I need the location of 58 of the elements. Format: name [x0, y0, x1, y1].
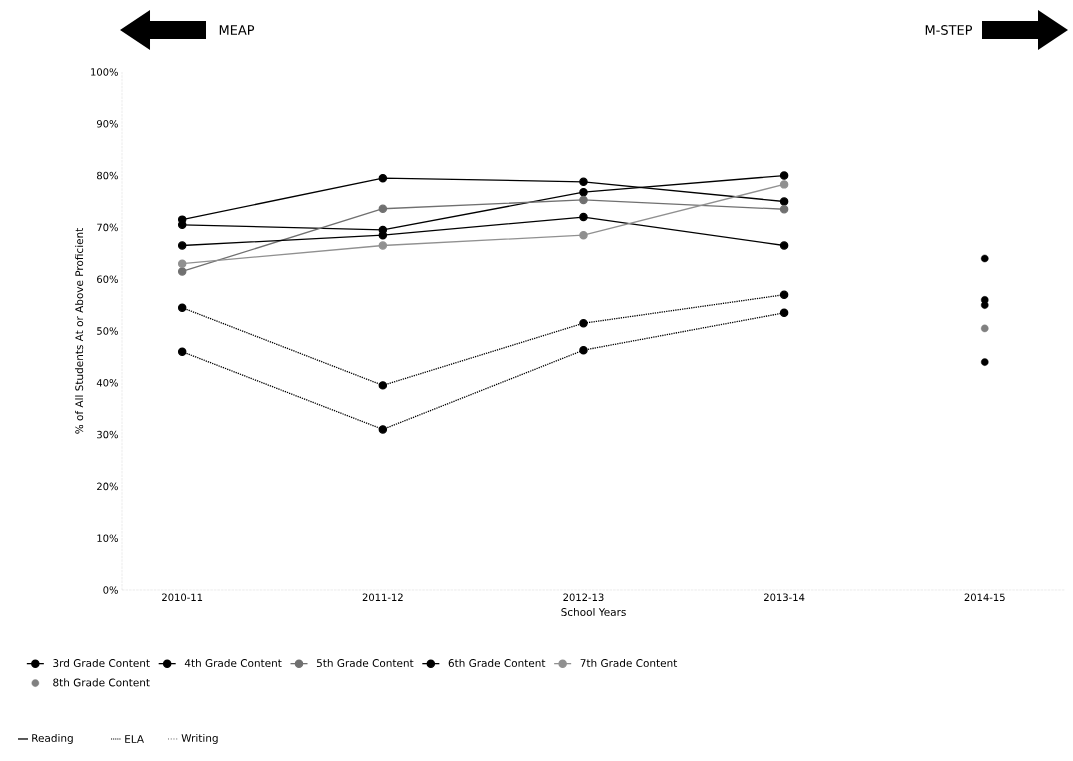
y-tick-label: 40% — [96, 379, 118, 387]
point — [779, 180, 789, 189]
point — [579, 318, 588, 328]
point — [378, 425, 388, 434]
point — [177, 267, 187, 276]
point — [177, 347, 187, 356]
y-tick-label: 30% — [97, 430, 118, 439]
point — [579, 187, 588, 197]
point — [378, 381, 388, 390]
y-tick-label: 10% — [97, 534, 118, 542]
point — [378, 241, 388, 250]
point — [579, 345, 588, 355]
point — [779, 205, 789, 214]
x-tick-label: 2011-12 — [362, 593, 403, 602]
legend-label: 4th Grade Content — [184, 658, 282, 668]
point — [177, 259, 187, 268]
point — [378, 204, 388, 213]
text: Reading — [32, 733, 73, 745]
text: ELA — [125, 735, 144, 743]
point — [579, 212, 588, 222]
point — [980, 254, 989, 263]
point — [980, 301, 989, 309]
x-tick-label: 2013-14 — [764, 593, 805, 602]
point — [779, 241, 789, 250]
x-tick-label: 2012-13 — [563, 593, 604, 602]
y-tick-label: 20% — [97, 482, 118, 491]
legend-label: 3rd Grade Content — [53, 658, 150, 668]
text: Writing — [181, 733, 218, 745]
point — [378, 173, 388, 183]
y-tick-label: 0% — [103, 586, 118, 594]
point — [177, 241, 187, 250]
point — [980, 324, 989, 333]
legend-label: 7th Grade Content — [580, 658, 678, 668]
point — [779, 290, 789, 299]
y-tick-label: 90% — [96, 120, 118, 128]
point — [579, 177, 588, 187]
point — [779, 197, 789, 206]
x-axis-title: School Years — [561, 607, 626, 616]
y-axis-title: % of All Students At or Above Proficient — [75, 227, 84, 434]
x-tick-label: 2010-11 — [162, 593, 203, 602]
point — [980, 358, 989, 366]
point — [779, 171, 789, 180]
point — [579, 230, 588, 240]
point — [579, 195, 588, 205]
y-tick-label: 60% — [97, 275, 118, 283]
point — [779, 308, 789, 318]
x-tick-label: 2014-15 — [964, 593, 1005, 602]
y-tick-label: 70% — [97, 223, 118, 232]
y-tick-label: 100% — [91, 68, 118, 76]
y-tick-label: 50% — [97, 327, 118, 335]
text: M-STEP — [925, 25, 973, 35]
y-tick-label: 80% — [97, 171, 118, 180]
text: MEAP — [219, 25, 255, 35]
legend-label: 6th Grade Content — [448, 658, 546, 668]
legend-label: 5th Grade Content — [316, 658, 414, 668]
point — [177, 303, 187, 312]
legend-label: 8th Grade Content — [53, 678, 150, 687]
point — [177, 220, 187, 230]
